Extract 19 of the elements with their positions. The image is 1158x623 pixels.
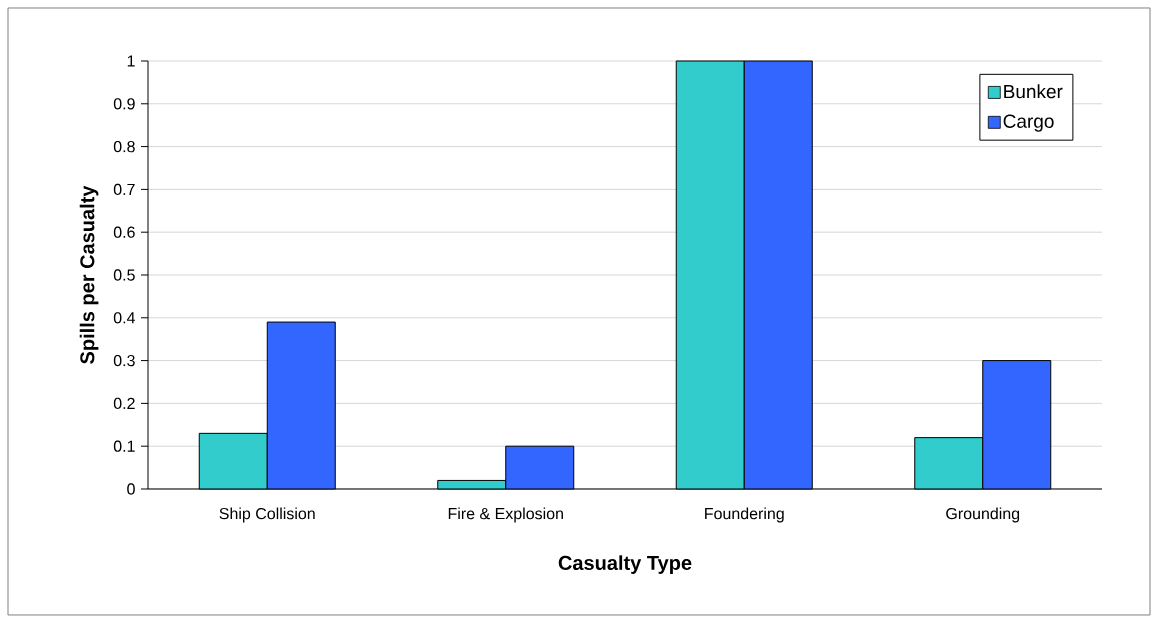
y-tick-label: 0.7 xyxy=(113,183,135,196)
y-tick-label: 0.1 xyxy=(113,440,135,452)
y-tick-label: 0 xyxy=(127,483,135,495)
y-tick-label: 0.8 xyxy=(113,140,135,153)
y-tick-label: 0.2 xyxy=(113,397,135,410)
legend-label: Bunker xyxy=(1004,84,1063,99)
y-axis-title: Spills per Casualty xyxy=(79,185,99,364)
x-tick-label: Ship Collision xyxy=(219,507,315,523)
y-tick-label: 0.4 xyxy=(113,312,135,324)
y-tick-label: 0.5 xyxy=(113,269,135,281)
x-axis-title: Casualty Type xyxy=(558,555,692,574)
y-tick-label: 0.3 xyxy=(113,354,135,367)
y-tick-label: 0.9 xyxy=(113,98,135,110)
x-tick-label: Fire & Explosion xyxy=(448,507,563,523)
y-tick-label: 1 xyxy=(127,55,135,67)
x-tick-label: Foundering xyxy=(705,507,784,523)
x-tick-label: Grounding xyxy=(946,507,1020,523)
y-tick-label: 0.6 xyxy=(113,226,135,238)
legend-label: Cargo xyxy=(1003,114,1054,132)
